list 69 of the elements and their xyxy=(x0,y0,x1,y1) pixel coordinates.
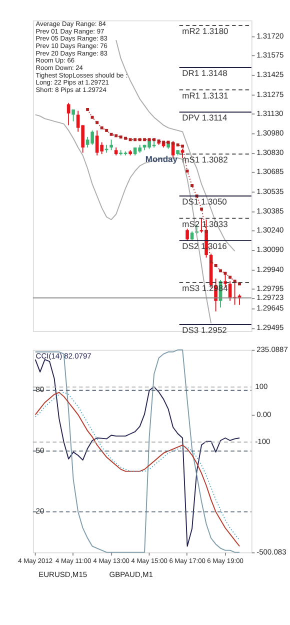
point xyxy=(138,138,142,142)
text: EURUSD,M15 xyxy=(38,570,88,579)
line-series xyxy=(116,40,236,252)
y-tick-label: 1.31720 xyxy=(256,31,284,40)
y-tick-label: 1.30535 xyxy=(256,186,284,196)
candlestick xyxy=(66,102,70,126)
point xyxy=(200,208,204,211)
y-tick-label: 1.30685 xyxy=(256,167,284,176)
ref-line-label: mR2 1.3180 xyxy=(182,26,229,36)
y-tick-label: 1.30240 xyxy=(256,225,284,234)
y-tick-label: 1.29495 xyxy=(256,323,284,332)
y-tick-label: 1.29645 xyxy=(256,303,284,312)
y-tick-label: 1.30090 xyxy=(256,245,284,254)
y-tick-label: 1.29723 xyxy=(256,293,284,302)
point xyxy=(128,138,132,142)
y-tick-label: 1.31425 xyxy=(256,70,284,80)
point xyxy=(86,108,90,111)
point xyxy=(190,184,194,188)
ref-line-label: DR1 1.3148 xyxy=(182,68,228,78)
y-tick-label: 1.29795 xyxy=(256,284,284,293)
point xyxy=(224,272,227,275)
ref-line-label: mR1 1.3131 xyxy=(182,90,229,100)
point xyxy=(152,138,156,142)
point xyxy=(96,121,99,124)
y-tick-label: 1.31575 xyxy=(256,50,284,60)
point xyxy=(114,134,118,138)
y-tick-label: 1.31130 xyxy=(256,108,284,118)
point xyxy=(148,138,151,142)
ref-line-label: DS1 1.3050 xyxy=(182,196,228,206)
point xyxy=(219,269,222,272)
point xyxy=(100,126,104,130)
y-tick-label: 1.29940 xyxy=(256,264,284,274)
chart-title: CCI(14) 82.0797 xyxy=(36,351,92,360)
y-tick-label: 1.31275 xyxy=(256,90,284,99)
ref-line-label: -100 xyxy=(255,437,270,446)
y-tick-label: 1.30830 xyxy=(256,148,284,158)
point xyxy=(214,264,218,267)
point xyxy=(228,276,232,279)
ref-line-label: 100 xyxy=(255,382,268,391)
point xyxy=(124,136,128,140)
point xyxy=(176,143,180,146)
y-tick-label: -500.083 xyxy=(256,548,286,557)
y-tick-label: 1.30980 xyxy=(256,128,284,138)
point xyxy=(105,128,108,132)
point xyxy=(119,136,122,138)
ref-line-label: DPV 1.3114 xyxy=(182,112,228,123)
point xyxy=(90,116,94,119)
point xyxy=(204,230,208,233)
annotation: Monday xyxy=(145,154,178,164)
point xyxy=(172,142,175,146)
ref-line-label: 50 xyxy=(36,446,44,455)
y-tick-label: 0.00 xyxy=(256,410,272,419)
y-tick-label: 1.30385 xyxy=(256,206,284,216)
ref-line-label: 80 xyxy=(36,385,44,394)
point xyxy=(181,144,184,148)
point xyxy=(134,138,137,142)
text: GBPAUD,M1 xyxy=(109,570,153,579)
ref-line-label: 20 xyxy=(36,506,44,516)
point xyxy=(157,139,160,142)
ref-line-label: mS1 1.3082 xyxy=(182,154,228,165)
point xyxy=(186,170,189,173)
candlestick xyxy=(190,230,194,242)
candlestick xyxy=(110,139,113,151)
ref-line-label: DS3 1.2952 xyxy=(182,324,228,335)
point xyxy=(210,260,213,264)
y-tick-label: 235.0887 xyxy=(256,345,288,354)
point xyxy=(143,138,146,142)
point xyxy=(110,132,113,136)
candlestick xyxy=(186,228,189,242)
